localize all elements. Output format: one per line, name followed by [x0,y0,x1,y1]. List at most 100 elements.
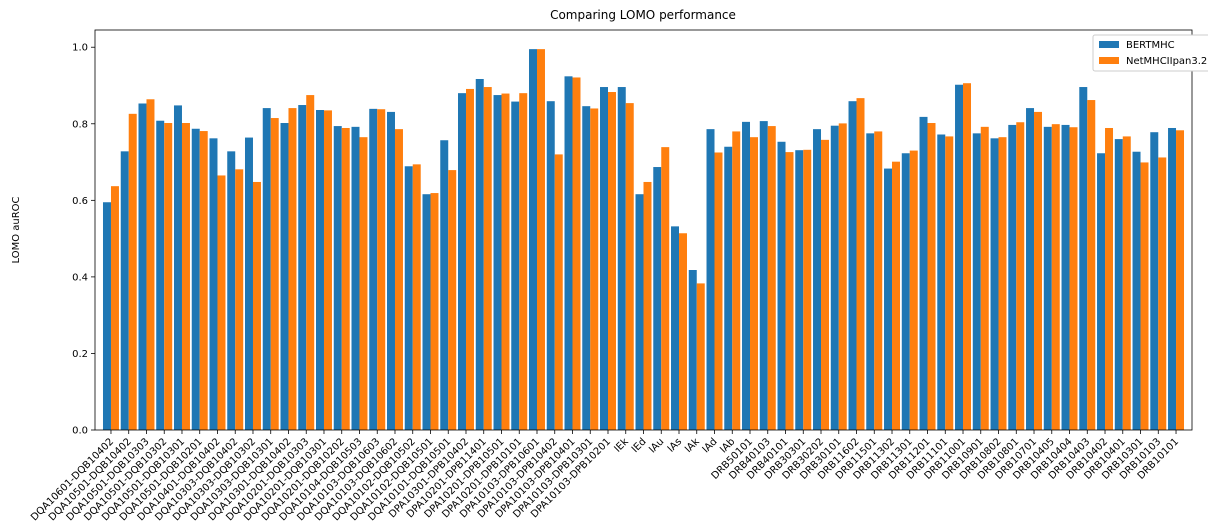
bar [448,170,457,430]
bar [1051,124,1060,430]
bar [199,131,208,431]
bar [750,137,758,430]
bar [1150,132,1159,430]
bar [724,146,733,431]
bar [511,101,520,430]
bar [856,98,865,430]
bar [767,126,776,431]
bar [1105,127,1114,431]
legend-swatch [1099,41,1119,48]
bar [546,101,555,431]
bar [102,202,111,430]
bar [838,123,847,431]
bar [181,123,190,431]
bar [927,123,936,431]
bar [554,154,563,430]
bar [884,168,893,431]
y-tick-label: 0.4 [72,272,88,283]
bar [714,152,723,430]
bar [785,152,794,430]
bar [465,88,474,431]
bar [1132,151,1141,431]
bar [1097,153,1106,430]
bar [909,150,918,430]
axes-frame [94,29,1193,431]
chart-title: Comparing LOMO performance [550,8,736,22]
bar [280,123,289,431]
bar [653,167,662,430]
bar [120,151,129,430]
y-tick-label: 0.2 [72,349,88,360]
x-tick-label: IAu [647,436,666,455]
bar [866,133,875,430]
bar [679,233,687,430]
bar [1114,139,1123,430]
bar [191,128,200,430]
bar [493,95,502,430]
bar [795,150,804,430]
bar [990,138,999,430]
x-tick-label: IAd [701,436,720,455]
bar [1122,136,1131,430]
bar [519,93,528,430]
bar [617,87,626,430]
bar [1087,100,1096,430]
bar [803,149,812,431]
bar [377,109,386,431]
bar [475,78,484,431]
bar [394,129,403,430]
bar [1026,108,1035,430]
bar [901,153,910,430]
bar [1079,87,1088,430]
legend-label: NetMHCIIpan3.2 [1126,56,1207,67]
y-tick-label: 0.8 [72,119,88,130]
y-tick-label: 1.0 [72,43,88,54]
bar [590,108,599,430]
bar [759,121,768,431]
bar [919,116,928,430]
bar [422,194,431,430]
bar [270,118,279,431]
bar [227,151,236,430]
bar [138,103,147,430]
x-tick-label: IAs [666,436,684,454]
bar [1043,126,1052,430]
bar [706,129,715,430]
bar [998,137,1007,430]
bar [821,139,829,431]
bar [742,121,751,430]
bar [572,77,581,430]
bar [688,270,697,430]
x-tick-label: IEk [612,436,631,455]
bar [1158,157,1167,430]
legend-swatch [1099,57,1119,64]
bar [600,87,608,430]
x-tick-label: IEd [630,436,649,455]
bar [1140,162,1149,430]
bar [607,92,616,430]
bar [1176,130,1185,430]
bar [564,76,573,430]
bar [156,120,165,430]
bar [217,175,226,430]
bar [252,181,261,430]
bar [536,49,545,430]
bar [1061,124,1070,431]
bar [937,134,946,430]
bar [359,137,368,430]
bar [288,108,297,430]
y-axis-label: LOMO auROC [11,196,22,263]
bar [777,141,786,431]
bar [128,113,137,430]
bar [643,181,652,430]
bar [164,123,173,431]
bar [892,161,900,431]
bar [732,131,741,430]
bar [1034,111,1043,430]
bar [235,169,244,430]
bar [315,110,324,430]
bar [635,194,644,430]
bar [1008,124,1017,431]
